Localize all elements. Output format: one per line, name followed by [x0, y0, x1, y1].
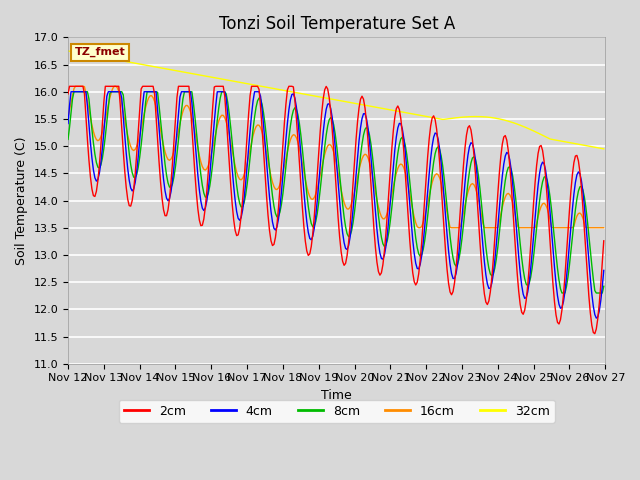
Title: Tonzi Soil Temperature Set A: Tonzi Soil Temperature Set A [218, 15, 455, 33]
Legend: 2cm, 4cm, 8cm, 16cm, 32cm: 2cm, 4cm, 8cm, 16cm, 32cm [118, 400, 555, 423]
Text: TZ_fmet: TZ_fmet [74, 47, 125, 58]
X-axis label: Time: Time [321, 389, 352, 402]
Y-axis label: Soil Temperature (C): Soil Temperature (C) [15, 136, 28, 265]
